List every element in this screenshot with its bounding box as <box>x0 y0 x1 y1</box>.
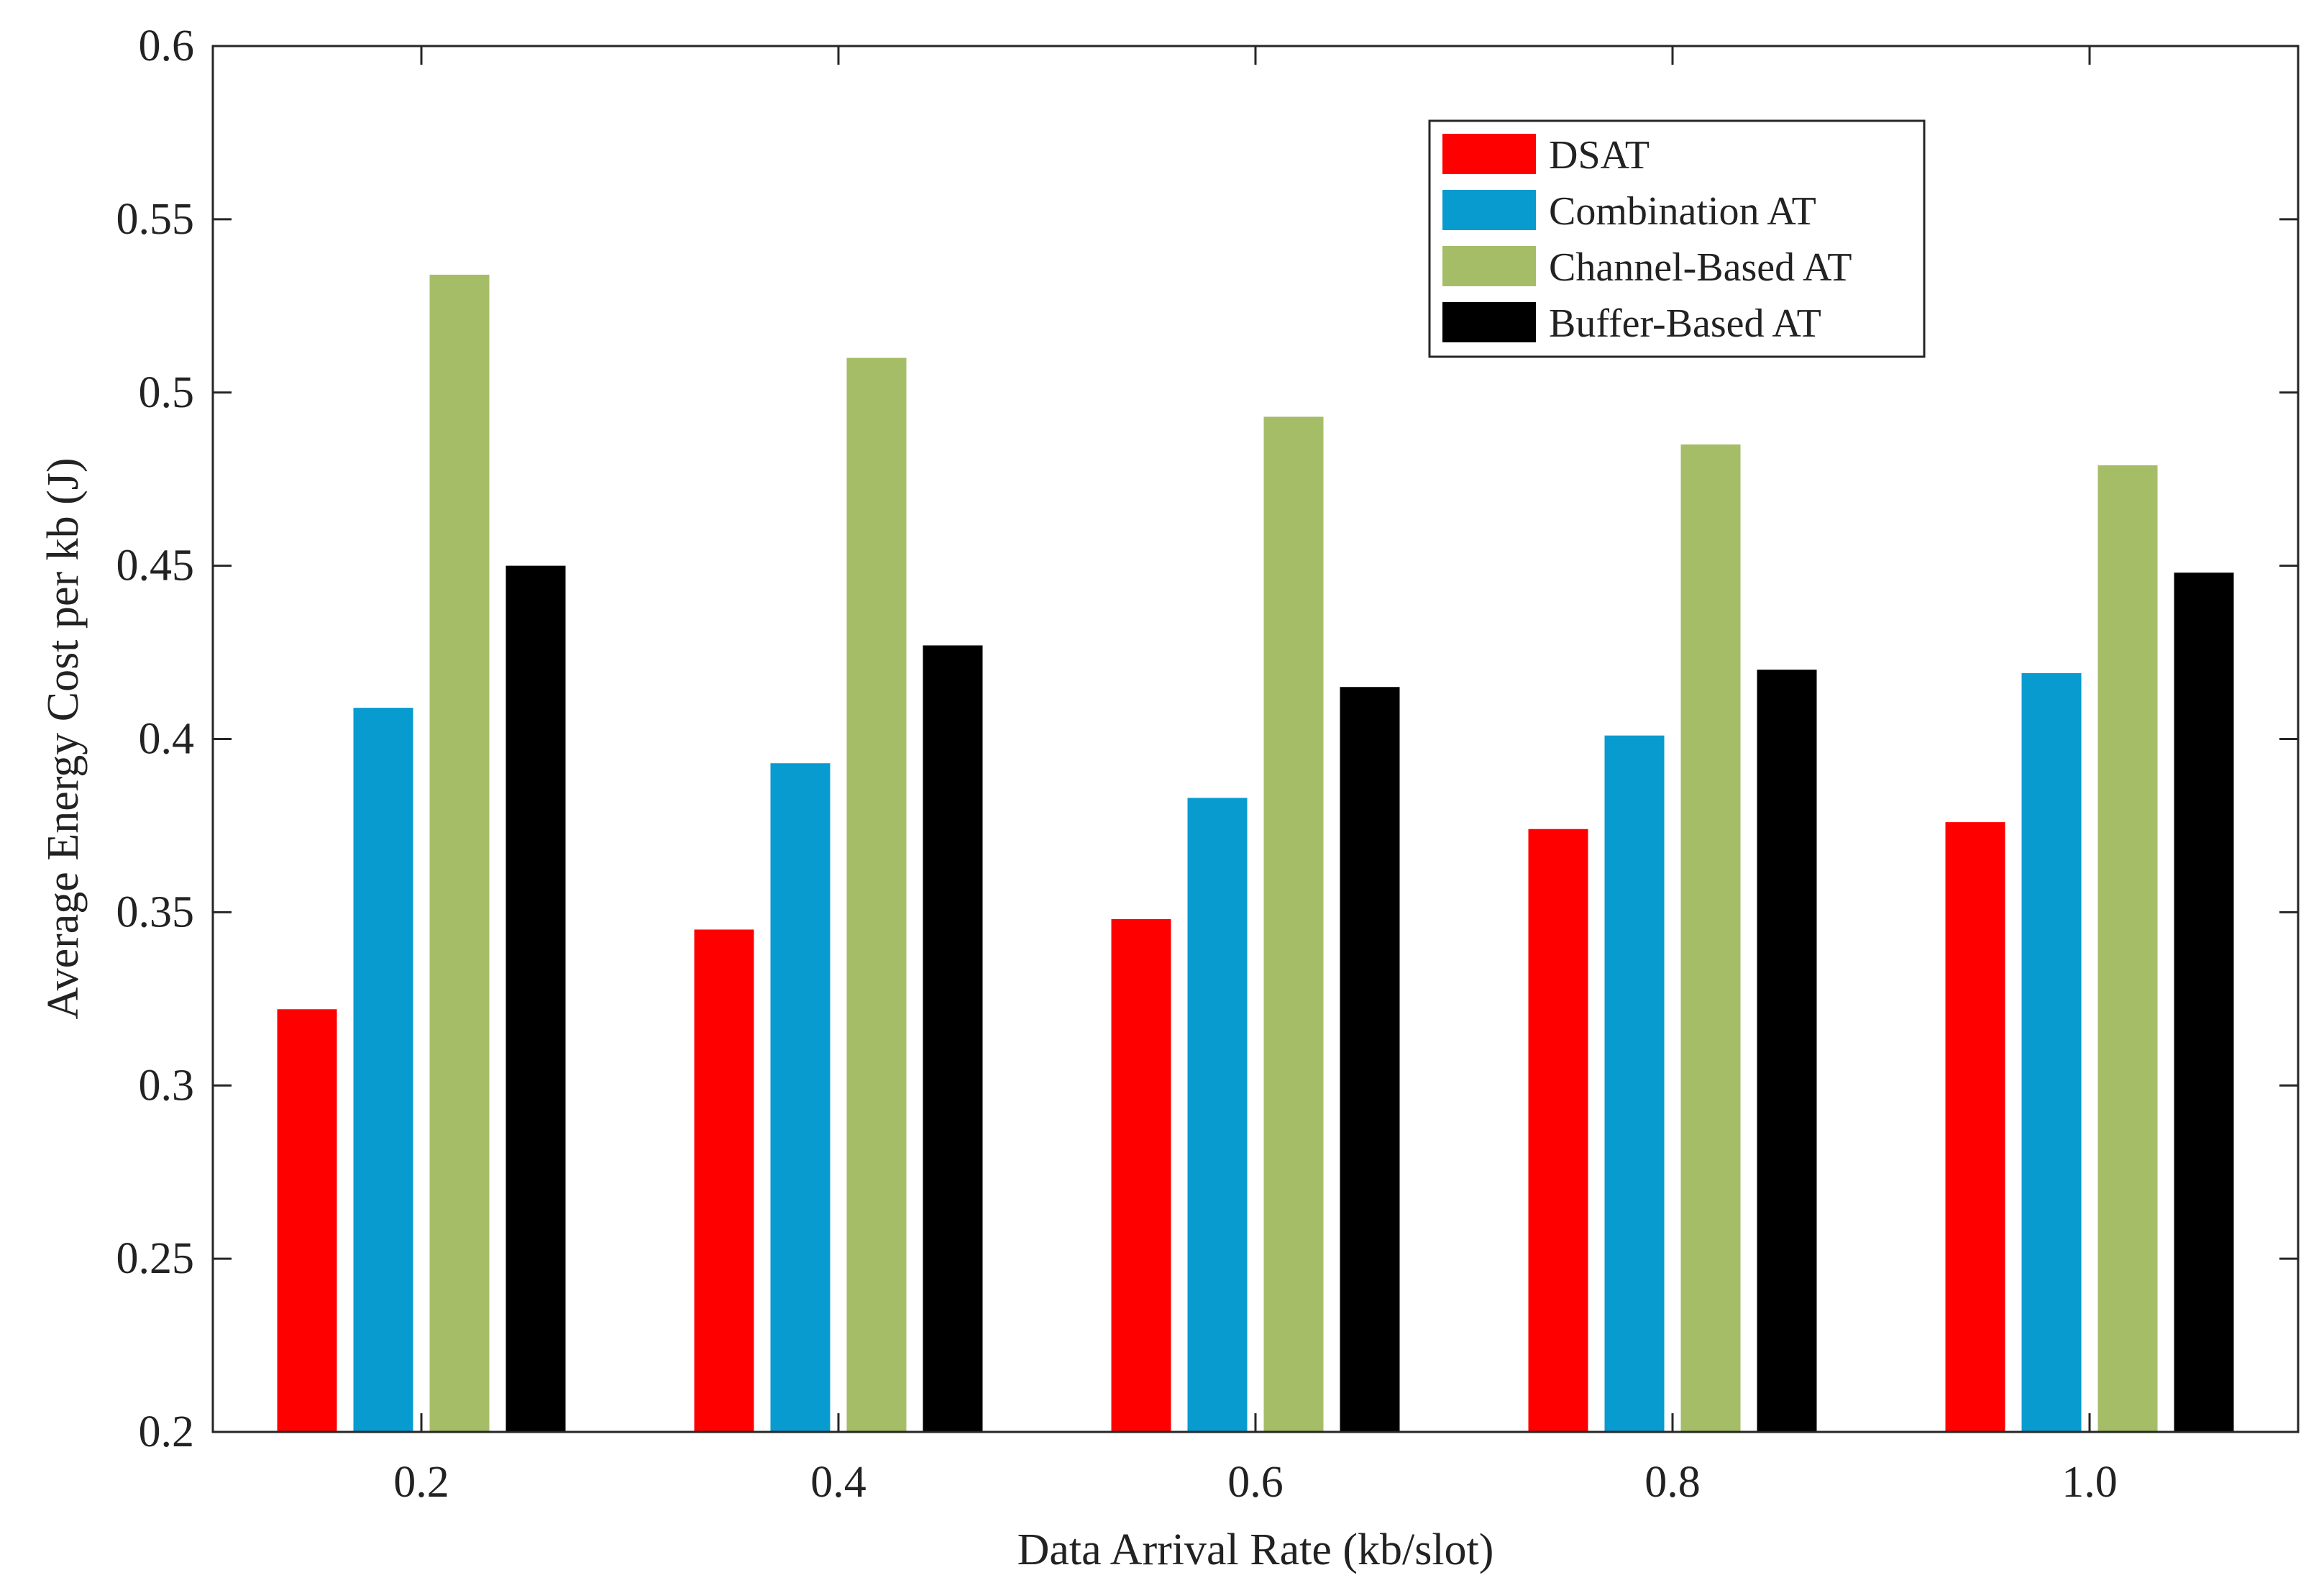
bar-channel-based-at-0.2 <box>429 274 490 1433</box>
y-tick-label: 0.55 <box>116 195 195 244</box>
ticks-layer <box>213 45 2298 1433</box>
x-tick-label: 0.8 <box>1644 1458 1701 1507</box>
bar-channel-based-at-0.6 <box>1263 416 1324 1433</box>
legend-swatch-dsat <box>1442 134 1536 174</box>
y-tick-label: 0.5 <box>139 368 195 417</box>
x-tick-label: 0.6 <box>1227 1458 1284 1507</box>
y-tick-label: 0.4 <box>139 715 195 764</box>
bar-dsat-0.8 <box>1528 829 1588 1432</box>
y-axis-title: Average Energy Cost per kb (J) <box>39 457 88 1019</box>
bar-channel-based-at-1.0 <box>2097 465 2158 1432</box>
bar-buffer-based-at-0.8 <box>1757 670 1817 1432</box>
bar-combination-at-1.0 <box>2021 672 2082 1432</box>
bar-channel-based-at-0.8 <box>1680 444 1741 1433</box>
legend: DSAT Combination AT Channel-Based AT Buffer… <box>1428 119 1926 358</box>
x-tick-label: 0.4 <box>810 1458 866 1507</box>
bar-combination-at-0.6 <box>1187 798 1248 1432</box>
bars-layer <box>277 274 2234 1433</box>
bar-buffer-based-at-1.0 <box>2174 572 2234 1432</box>
legend-label-buffer-based-at: Buffer-Based AT <box>1549 301 1821 346</box>
bar-combination-at-0.4 <box>770 763 831 1432</box>
legend-label-channel-based-at: Channel-Based AT <box>1549 245 1852 290</box>
legend-label-dsat: DSAT <box>1549 133 1650 178</box>
bar-dsat-1.0 <box>1945 822 2005 1432</box>
bar-buffer-based-at-0.4 <box>923 645 983 1432</box>
bar-dsat-0.2 <box>277 1009 337 1432</box>
legend-swatch-channel-based-at <box>1442 246 1536 286</box>
bar-dsat-0.4 <box>694 929 754 1432</box>
bar-buffer-based-at-0.6 <box>1340 687 1400 1432</box>
y-tick-label: 0.25 <box>116 1234 195 1283</box>
bar-buffer-based-at-0.2 <box>505 565 566 1432</box>
legend-swatch-buffer-based-at <box>1442 302 1536 342</box>
x-tick-label: 0.2 <box>393 1458 449 1507</box>
y-tick-label: 0.45 <box>116 542 195 590</box>
bar-combination-at-0.2 <box>353 708 413 1432</box>
y-tick-label: 0.3 <box>139 1061 195 1110</box>
x-tick-label: 1.0 <box>2062 1458 2118 1507</box>
y-tick-label: 0.6 <box>139 22 195 70</box>
tick-labels-layer: 0.2 0.25 0.3 0.35 0.4 0.45 0.5 0.55 0.6 0.2 0.4 0.6… <box>116 22 2118 1507</box>
x-axis-title: Data Arrival Rate (kb/slot) <box>1017 1525 1494 1574</box>
bar-dsat-0.6 <box>1111 919 1171 1432</box>
y-tick-label: 0.2 <box>139 1407 195 1456</box>
y-tick-label: 0.35 <box>116 887 195 936</box>
legend-label-combination-at: Combination AT <box>1549 189 1816 234</box>
bar-combination-at-0.8 <box>1604 735 1665 1432</box>
bar-channel-based-at-0.4 <box>846 357 907 1433</box>
legend-swatch-combination-at <box>1442 190 1536 230</box>
